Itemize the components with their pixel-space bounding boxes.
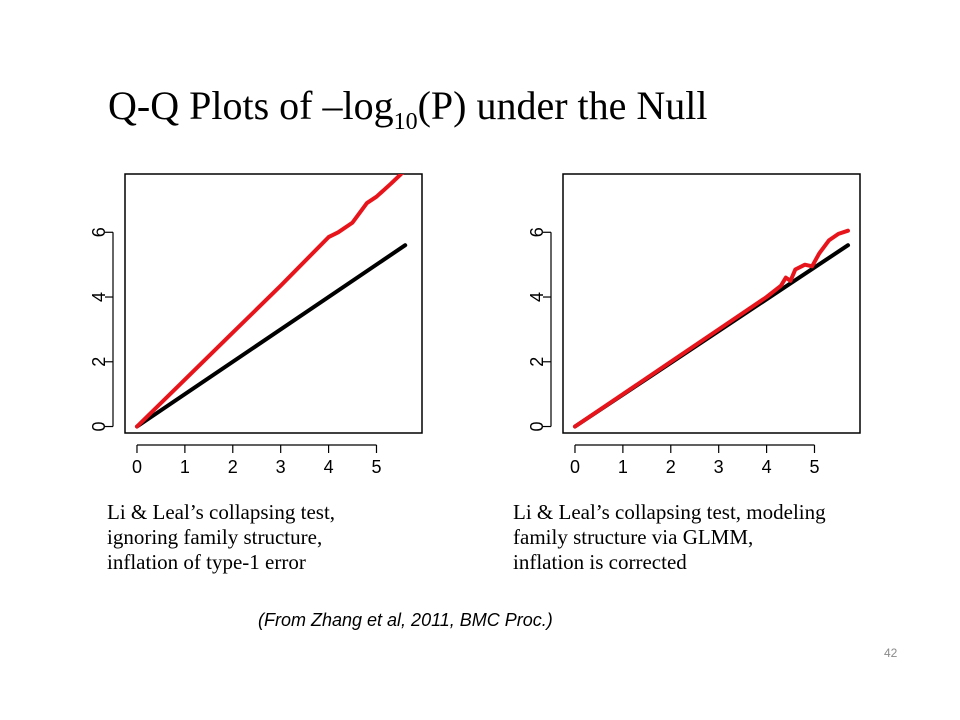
x-tick-label: 2 xyxy=(228,457,238,477)
observed-qq-line xyxy=(573,228,850,429)
y-tick-label: 2 xyxy=(527,357,547,367)
x-tick-label: 4 xyxy=(762,457,772,477)
qq-plot-glmm: 0 1 2 3 4 5 0 2 4 6 xyxy=(527,173,861,477)
caption-line: Li & Leal’s collapsing test, modeling xyxy=(513,500,826,524)
y-tick-label: 6 xyxy=(89,227,109,237)
x-tick-label: 2 xyxy=(666,457,676,477)
title-prefix: Q-Q Plots of –log xyxy=(108,83,394,128)
x-tick-label: 3 xyxy=(714,457,724,477)
y-tick-label: 0 xyxy=(89,422,109,432)
x-tick-label: 3 xyxy=(276,457,286,477)
y-axis: 0 2 4 6 xyxy=(527,227,552,432)
observed-qq-line xyxy=(135,174,405,429)
y-tick-label: 6 xyxy=(527,227,547,237)
x-tick-label: 5 xyxy=(371,457,381,477)
caption-line: inflation is corrected xyxy=(513,550,687,574)
caption-line: family structure via GLMM, xyxy=(513,525,754,549)
caption-line: ignoring family structure, xyxy=(107,525,323,549)
y-tick-label: 0 xyxy=(527,422,547,432)
page-number: 42 xyxy=(884,646,898,660)
title-subscript: 10 xyxy=(393,109,418,135)
plot-frame xyxy=(124,173,423,434)
expected-null-line xyxy=(135,243,408,429)
y-tick-label: 2 xyxy=(89,357,109,367)
y-tick-label: 4 xyxy=(89,292,109,302)
plot-frame xyxy=(562,173,861,434)
x-tick-label: 0 xyxy=(132,457,142,477)
caption-line: inflation of type-1 error xyxy=(107,550,306,574)
caption-line: Li & Leal’s collapsing test, xyxy=(107,500,336,524)
x-tick-label: 1 xyxy=(618,457,628,477)
x-axis: 0 1 2 3 4 5 xyxy=(132,444,381,477)
y-tick-label: 4 xyxy=(527,292,547,302)
x-tick-label: 0 xyxy=(570,457,580,477)
x-tick-label: 4 xyxy=(324,457,334,477)
x-tick-label: 1 xyxy=(180,457,190,477)
caption-unadjusted: Li & Leal’s collapsing test, ignoring fa… xyxy=(107,500,335,575)
series-group xyxy=(573,228,850,429)
y-axis: 0 2 4 6 xyxy=(89,227,114,432)
caption-glmm: Li & Leal’s collapsing test, modeling fa… xyxy=(513,500,826,575)
source-note: (From Zhang et al, 2011, BMC Proc.) xyxy=(258,610,553,630)
x-axis: 0 1 2 3 4 5 xyxy=(570,444,819,477)
slide-title: Q-Q Plots of –log10(P) under the Null xyxy=(108,83,708,135)
title-suffix: (P) under the Null xyxy=(417,83,708,128)
qq-plot-unadjusted: 0 1 2 3 4 5 0 2 4 6 xyxy=(89,173,423,477)
x-tick-label: 5 xyxy=(809,457,819,477)
series-group xyxy=(135,174,408,429)
